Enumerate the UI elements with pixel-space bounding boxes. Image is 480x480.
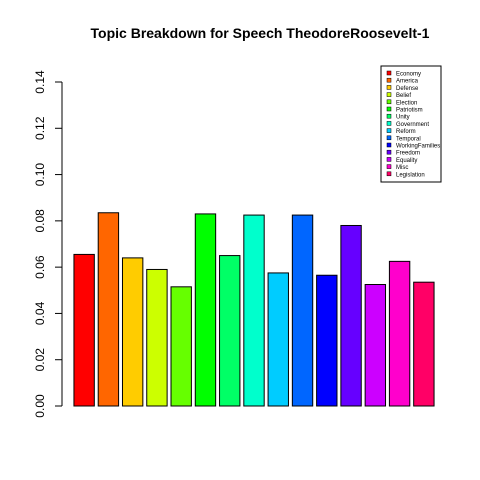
bar-government [243, 214, 265, 407]
y-tick-label: 0.08 [33, 209, 47, 233]
legend-swatch [386, 164, 392, 169]
legend-label: Economy [396, 72, 421, 78]
y-axis: 0.00 0.02 0.04 0.06 0.08 0.10 0.12 0.14 [33, 70, 63, 418]
legend-swatch [386, 99, 392, 105]
legend-label: Equality [396, 158, 417, 164]
legend-swatch [386, 113, 392, 119]
bar-freedom [340, 224, 362, 407]
bar-america [97, 212, 120, 407]
bar-legislation [413, 281, 435, 407]
bar-patriotism [194, 213, 217, 407]
legend-swatch [386, 157, 392, 162]
bars [73, 212, 435, 407]
bar-reform [267, 272, 289, 407]
legend-swatch [386, 128, 392, 133]
bar-misc [388, 260, 411, 407]
legend-swatch [386, 149, 392, 155]
legend-swatch [386, 85, 392, 90]
y-tick-label: 0.00 [33, 394, 47, 418]
legend-swatch [386, 106, 392, 112]
y-tick-label: 0.04 [33, 301, 47, 325]
legend-label: Reform [396, 129, 416, 135]
legend-swatch [386, 171, 392, 177]
legend-swatch [386, 77, 392, 83]
legend-label: Unity [396, 115, 410, 121]
y-tick-label: 0.14 [33, 70, 47, 94]
y-tick-label: 0.06 [33, 255, 47, 279]
legend-label: Temporal [396, 136, 421, 142]
y-tick-label: 0.12 [33, 116, 47, 140]
legend-swatch [386, 142, 392, 148]
bar-election [170, 286, 192, 407]
legend-label: Election [396, 100, 417, 106]
bar-workingfamilies [316, 274, 338, 407]
legend-swatch [386, 121, 392, 126]
bar-equality [364, 284, 387, 407]
legend-label: Misc [396, 165, 408, 171]
legend-label: Defense [396, 86, 419, 92]
legend-label: Legislation [396, 172, 425, 178]
legend-label: America [396, 79, 419, 85]
bar-defense [121, 257, 144, 407]
legend-swatch [386, 92, 392, 97]
legend-label: Patriotism [396, 108, 423, 114]
legend-label: Belief [396, 93, 411, 99]
legend-label: WorkingFamilies [396, 144, 440, 150]
y-tick-label: 0.02 [33, 348, 47, 372]
y-tick-label: 0.10 [33, 163, 47, 187]
chart-title: Topic Breakdown for Speech TheodoreRoose… [91, 25, 430, 41]
bar-unity [219, 255, 241, 407]
bar-economy [73, 253, 95, 407]
legend-label: Freedom [396, 151, 420, 157]
bar-belief [146, 268, 168, 407]
legend-label: Government [396, 122, 429, 128]
bar-temporal [291, 214, 314, 407]
legend-swatch [386, 70, 392, 76]
legend-swatch [386, 135, 392, 141]
